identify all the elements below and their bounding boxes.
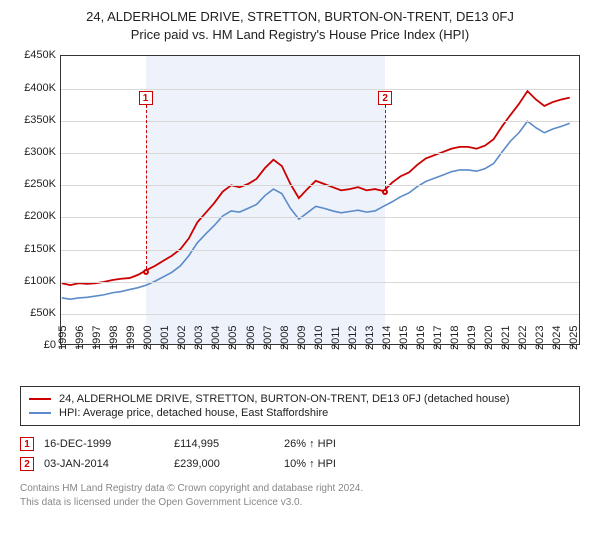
x-axis-label: 2004 xyxy=(210,326,222,350)
x-axis-label: 2023 xyxy=(534,326,546,350)
x-axis-label: 2017 xyxy=(432,326,444,350)
sale-row-marker: 1 xyxy=(20,437,34,451)
sale-price: £114,995 xyxy=(174,438,274,450)
y-axis-label: £250K xyxy=(24,178,56,190)
x-axis-label: 2001 xyxy=(159,326,171,350)
x-axis-label: 2008 xyxy=(279,326,291,350)
y-axis-label: £200K xyxy=(24,210,56,222)
x-axis-label: 2011 xyxy=(330,327,342,351)
y-axis-label: £0 xyxy=(44,339,56,351)
x-axis-label: 2015 xyxy=(398,326,410,350)
y-axis-label: £400K xyxy=(24,82,56,94)
gridline-h xyxy=(61,185,579,186)
gridline-h xyxy=(61,217,579,218)
x-axis-label: 1998 xyxy=(108,326,120,350)
gridline-h xyxy=(61,89,579,90)
y-axis-label: £350K xyxy=(24,114,56,126)
x-axis-label: 2007 xyxy=(262,326,274,350)
sale-marker-label: 2 xyxy=(378,91,392,105)
gridline-h xyxy=(61,282,579,283)
sale-pct: 26% ↑ HPI xyxy=(284,438,404,450)
legend-item: HPI: Average price, detached house, East… xyxy=(29,406,571,420)
x-axis-label: 2003 xyxy=(193,326,205,350)
sale-pct: 10% ↑ HPI xyxy=(284,458,404,470)
x-axis-label: 1996 xyxy=(74,326,86,350)
x-axis-label: 2000 xyxy=(142,326,154,350)
x-axis-label: 2025 xyxy=(568,326,580,350)
x-axis-label: 2022 xyxy=(517,326,529,350)
series-line xyxy=(62,122,570,300)
x-axis-label: 2014 xyxy=(381,326,393,350)
footer: Contains HM Land Registry data © Crown c… xyxy=(20,482,580,509)
legend-item: 24, ALDERHOLME DRIVE, STRETTON, BURTON-O… xyxy=(29,392,571,406)
sale-marker-dot xyxy=(143,269,149,275)
footer-line-1: Contains HM Land Registry data © Crown c… xyxy=(20,482,580,496)
x-axis-label: 1999 xyxy=(125,326,137,350)
y-axis-label: £50K xyxy=(30,307,56,319)
legend-swatch xyxy=(29,398,51,400)
chart: 12 £0£50K£100K£150K£200K£250K£300K£350K£… xyxy=(10,50,590,380)
x-axis-label: 2009 xyxy=(296,326,308,350)
x-axis-label: 2013 xyxy=(364,326,376,350)
sale-marker-label: 1 xyxy=(139,91,153,105)
sale-date: 03-JAN-2014 xyxy=(44,458,164,470)
sale-row: 1 16-DEC-1999 £114,995 26% ↑ HPI xyxy=(20,434,580,454)
chart-container: 24, ALDERHOLME DRIVE, STRETTON, BURTON-O… xyxy=(0,0,600,515)
plot-area: 12 xyxy=(60,55,580,345)
x-axis-label: 2005 xyxy=(227,326,239,350)
x-axis-label: 2021 xyxy=(500,326,512,350)
legend-swatch xyxy=(29,412,51,414)
sale-row-marker: 2 xyxy=(20,457,34,471)
gridline-h xyxy=(61,153,579,154)
sales-table: 1 16-DEC-1999 £114,995 26% ↑ HPI 2 03-JAN-201… xyxy=(20,434,580,474)
gridline-h xyxy=(61,121,579,122)
x-axis-label: 2010 xyxy=(313,326,325,350)
y-axis-label: £150K xyxy=(24,243,56,255)
sale-row: 2 03-JAN-2014 £239,000 10% ↑ HPI xyxy=(20,454,580,474)
gridline-h xyxy=(61,250,579,251)
sale-marker-line xyxy=(146,105,147,269)
sale-price: £239,000 xyxy=(174,458,274,470)
x-axis-label: 2020 xyxy=(483,326,495,350)
x-axis-label: 2006 xyxy=(245,326,257,350)
y-axis-label: £450K xyxy=(24,49,56,61)
x-axis-label: 2024 xyxy=(551,326,563,350)
x-axis-label: 2019 xyxy=(466,326,478,350)
legend-label: HPI: Average price, detached house, East… xyxy=(59,407,328,419)
title-line-1: 24, ALDERHOLME DRIVE, STRETTON, BURTON-O… xyxy=(10,8,590,26)
sale-marker-dot xyxy=(382,189,388,195)
x-axis-label: 2012 xyxy=(347,326,359,350)
gridline-h xyxy=(61,314,579,315)
legend: 24, ALDERHOLME DRIVE, STRETTON, BURTON-O… xyxy=(20,386,580,426)
y-axis-label: £300K xyxy=(24,146,56,158)
x-axis-label: 1995 xyxy=(57,326,69,350)
x-axis-label: 2018 xyxy=(449,326,461,350)
sale-date: 16-DEC-1999 xyxy=(44,438,164,450)
title-line-2: Price paid vs. HM Land Registry's House … xyxy=(10,26,590,44)
y-axis-label: £100K xyxy=(24,275,56,287)
x-axis-label: 2002 xyxy=(176,326,188,350)
x-axis-label: 2016 xyxy=(415,326,427,350)
title-block: 24, ALDERHOLME DRIVE, STRETTON, BURTON-O… xyxy=(10,8,590,44)
footer-line-2: This data is licensed under the Open Gov… xyxy=(20,496,580,510)
sale-marker-line xyxy=(385,105,386,189)
x-axis-label: 1997 xyxy=(91,326,103,350)
legend-label: 24, ALDERHOLME DRIVE, STRETTON, BURTON-O… xyxy=(59,393,510,405)
